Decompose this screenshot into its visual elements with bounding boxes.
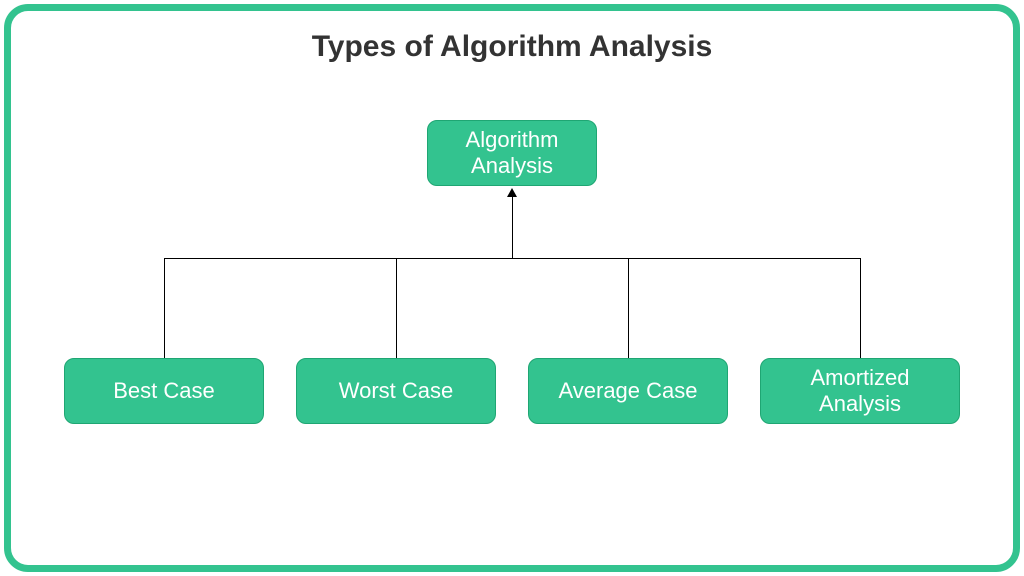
child-node-1: Worst Case [296, 358, 496, 424]
connector-v [860, 258, 861, 358]
child-node-3: Amortized Analysis [760, 358, 960, 424]
connector-h [164, 258, 861, 259]
connector-v [512, 197, 513, 258]
connector-v [164, 258, 165, 358]
connector-v [396, 258, 397, 358]
root-node: Algorithm Analysis [427, 120, 597, 186]
connector-v [628, 258, 629, 358]
diagram-frame: Types of Algorithm Analysis Algorithm An… [0, 0, 1024, 576]
outer-border [4, 4, 1020, 572]
diagram-title: Types of Algorithm Analysis [0, 30, 1024, 64]
child-node-2: Average Case [528, 358, 728, 424]
arrow-head-icon [507, 188, 517, 197]
child-node-0: Best Case [64, 358, 264, 424]
